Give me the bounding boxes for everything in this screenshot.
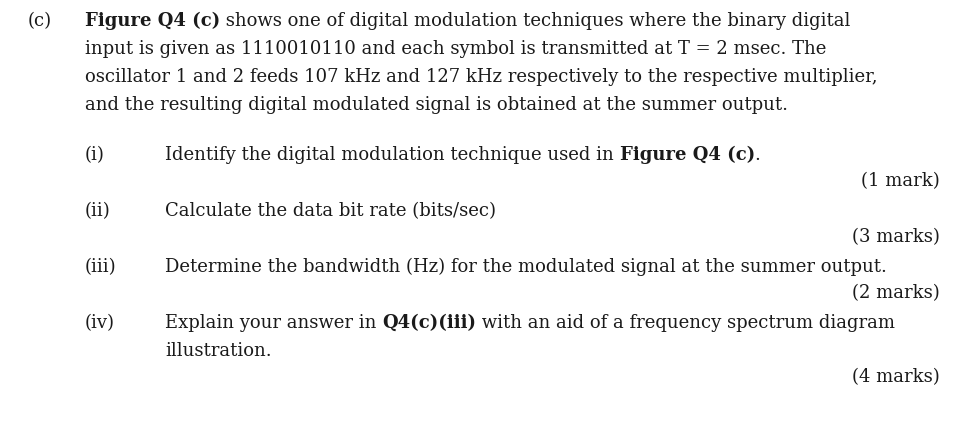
Text: (c): (c) [28, 12, 52, 30]
Text: Figure Q4 (c): Figure Q4 (c) [85, 12, 220, 30]
Text: (3 marks): (3 marks) [852, 228, 940, 246]
Text: (iv): (iv) [85, 314, 115, 332]
Text: with an aid of a frequency spectrum diagram: with an aid of a frequency spectrum diag… [476, 314, 895, 332]
Text: Identify the digital modulation technique used in: Identify the digital modulation techniqu… [165, 146, 620, 164]
Text: (4 marks): (4 marks) [852, 368, 940, 386]
Text: Calculate the data bit rate (bits/sec): Calculate the data bit rate (bits/sec) [165, 202, 496, 220]
Text: Explain your answer in: Explain your answer in [165, 314, 382, 332]
Text: .: . [755, 146, 761, 164]
Text: oscillator 1 and 2 feeds 107 kHz and 127 kHz respectively to the respective mult: oscillator 1 and 2 feeds 107 kHz and 127… [85, 68, 877, 86]
Text: (i): (i) [85, 146, 104, 164]
Text: Figure Q4 (c): Figure Q4 (c) [620, 146, 755, 164]
Text: (2 marks): (2 marks) [852, 284, 940, 302]
Text: illustration.: illustration. [165, 342, 272, 360]
Text: input is given as 1110010110 and each symbol is transmitted at T = 2 msec. The: input is given as 1110010110 and each sy… [85, 40, 827, 58]
Text: (1 mark): (1 mark) [862, 172, 940, 190]
Text: (iii): (iii) [85, 258, 117, 276]
Text: shows one of digital modulation techniques where the binary digital: shows one of digital modulation techniqu… [220, 12, 851, 30]
Text: (ii): (ii) [85, 202, 111, 220]
Text: Determine the bandwidth (Hz) for the modulated signal at the summer output.: Determine the bandwidth (Hz) for the mod… [165, 258, 887, 276]
Text: and the resulting digital modulated signal is obtained at the summer output.: and the resulting digital modulated sign… [85, 96, 788, 114]
Text: Q4(c)(iii): Q4(c)(iii) [382, 314, 476, 332]
